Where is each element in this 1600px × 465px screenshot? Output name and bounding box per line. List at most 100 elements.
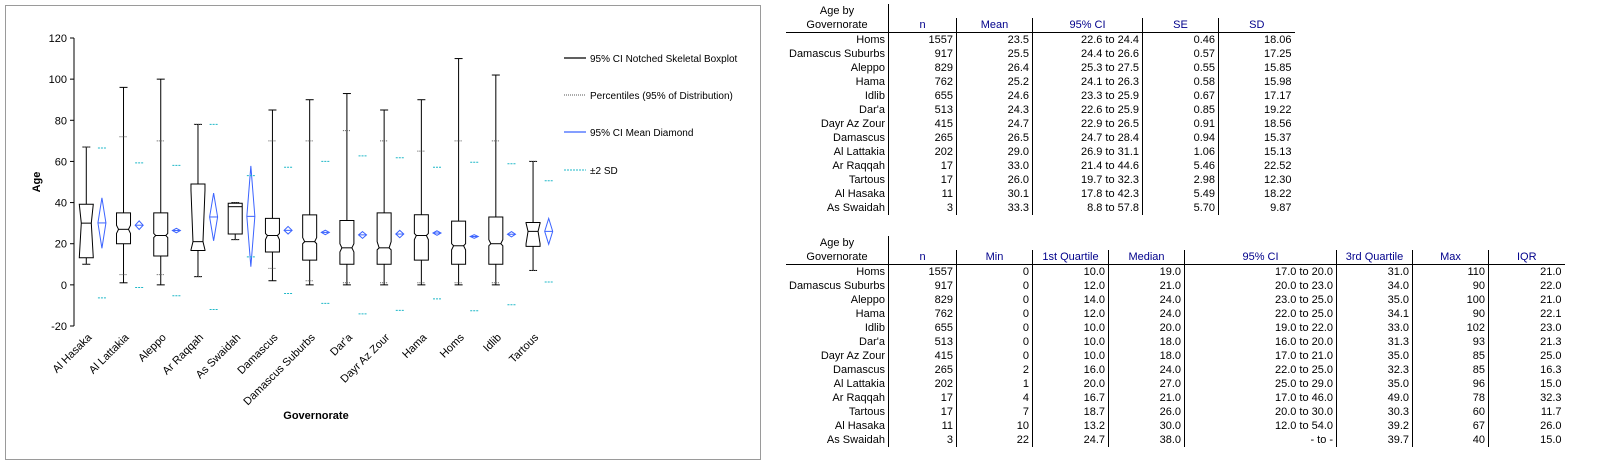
row-label: Idlib [786,321,889,335]
value-cell: 32.3 [1336,363,1413,377]
x-category-label: Hama [400,331,430,361]
value-cell: 15.85 [1263,62,1292,74]
ci-cell: 22.6 to 24.4 [1032,32,1143,47]
row-label: Aleppo [786,293,889,307]
value-cell: 35.0 [1336,349,1413,363]
ci-cell: 23.3 to 25.9 [1032,89,1143,103]
ci-low: 23.3 [1080,90,1103,102]
notched-box [302,214,318,261]
ci-sep: to [1299,266,1309,278]
value-cell: 0.91 [1142,117,1219,131]
mean-diamond [506,230,517,238]
ci-low: 17.0 [1274,392,1297,404]
value-cell: 35.0 [1336,377,1413,391]
y-tick-label: 40 [55,198,67,210]
value-cell: 34.0 [1336,279,1413,293]
ci-low: 16.0 [1274,336,1297,348]
value-cell: 24.7 [1032,433,1109,447]
ci-low: 22.0 [1274,308,1297,320]
ci-sep: to [1299,322,1309,334]
value-cell: 829 [888,293,957,307]
row-label: Homs [786,32,889,47]
x-category-label: Homs [438,331,467,360]
ci-high: 23.0 [1311,280,1333,292]
table2-row: Aleppo 829 0 14.0 24.0 23.0 to 25.0 35.0 100 21.0 [786,293,1565,307]
value-cell: 40 [1412,433,1489,447]
notched-box [339,219,355,265]
ci-cell: 23.0 to 25.0 [1184,293,1337,307]
value-cell: 762 [888,307,957,321]
ci-low: 24.4 [1080,48,1103,60]
value-cell: 110 [1412,264,1489,279]
value-cell: 60 [1412,405,1489,419]
value-cell: 19.22 [1263,104,1292,116]
row-label: Damascus [786,131,889,145]
ci-low: 22.6 [1080,104,1103,116]
ci-low: 8.8 [1087,202,1103,214]
ci-sep: to [1105,188,1115,200]
value-cell: 30.0 [1108,419,1185,433]
value-cell: 11 [888,187,957,201]
ci-high: 44.6 [1117,160,1139,172]
ci-sep: to [1299,280,1309,292]
row-label: Homs [786,264,889,279]
value-cell: 23.0 [1540,322,1562,334]
table1-row: Dar'a 513 24.3 22.6 to 25.9 0.85 19.22 [786,103,1295,117]
row-label: Idlib [786,89,889,103]
value-cell: 20.0 [1108,321,1185,335]
ci-high: 25.9 [1117,104,1139,116]
ci-low: 23.0 [1274,294,1297,306]
table2-col-header: n [888,250,957,265]
ci-cell: 17.0 to 46.0 [1184,391,1337,405]
mean-diamond [97,197,107,249]
mean-diamond [283,225,293,235]
value-cell: 10.0 [1032,349,1109,363]
value-cell: 100 [1412,293,1489,307]
value-cell: 26.4 [956,61,1033,75]
value-cell: 33.0 [1336,321,1413,335]
table2-col-header: IQR [1488,250,1565,265]
ci-low: 21.4 [1080,160,1103,172]
ci-cell: 26.9 to 31.1 [1032,145,1143,159]
value-cell: 0 [956,264,1033,279]
ci-cell: 16.0 to 20.0 [1184,335,1337,349]
ci-high: 31.1 [1117,146,1139,158]
value-cell: 13.2 [1032,419,1109,433]
value-cell: 24.0 [1108,307,1185,321]
value-cell: 415 [888,349,957,363]
legend-label: Percentiles (95% of Distribution) [590,91,733,102]
row-label: Ar Raqqah [786,159,889,173]
quartile-stats-table: Age by Governorate n Min 1st Quartile Media… [786,236,1565,447]
value-cell: 14.0 [1032,293,1109,307]
table1-row: Ar Raqqah 17 33.0 21.4 to 44.6 5.46 22.52 [786,159,1295,173]
value-cell: 27.0 [1108,377,1185,391]
value-cell: 0.57 [1142,47,1219,61]
ci-cell: 22.6 to 25.9 [1032,103,1143,117]
row-label: Al Lattakia [786,145,889,159]
ci-cell: 19.7 to 32.3 [1032,173,1143,187]
value-cell: 22.0 [1540,280,1562,292]
notched-box [116,212,132,245]
value-cell: 34.1 [1336,307,1413,321]
table1-head-label-2: Governorate [786,18,889,33]
table1-row: Damascus Suburbs 917 25.5 24.4 to 26.6 0.57 17.… [786,47,1295,61]
ci-low: 20.0 [1274,406,1297,418]
ci-low: 25.0 [1274,378,1297,390]
row-label: As Swaidah [786,433,889,447]
row-label: As Swaidah [786,201,889,215]
ci-low: 22.9 [1080,118,1103,130]
value-cell: 415 [888,117,957,131]
value-cell: 90 [1412,307,1489,321]
value-cell: 0.58 [1142,75,1219,89]
value-cell: 0 [956,307,1033,321]
value-cell: 29.0 [956,145,1033,159]
table2-row: As Swaidah 3 22 24.7 38.0- to -39.7 40 15.0 [786,433,1565,447]
value-cell: 31.3 [1336,335,1413,349]
value-cell: 102 [1412,321,1489,335]
ci-low: 22.0 [1274,364,1297,376]
row-label: Damascus [786,363,889,377]
mean-diamond [320,229,331,236]
legend-label: ±2 SD [590,166,618,177]
value-cell: 1 [956,377,1033,391]
